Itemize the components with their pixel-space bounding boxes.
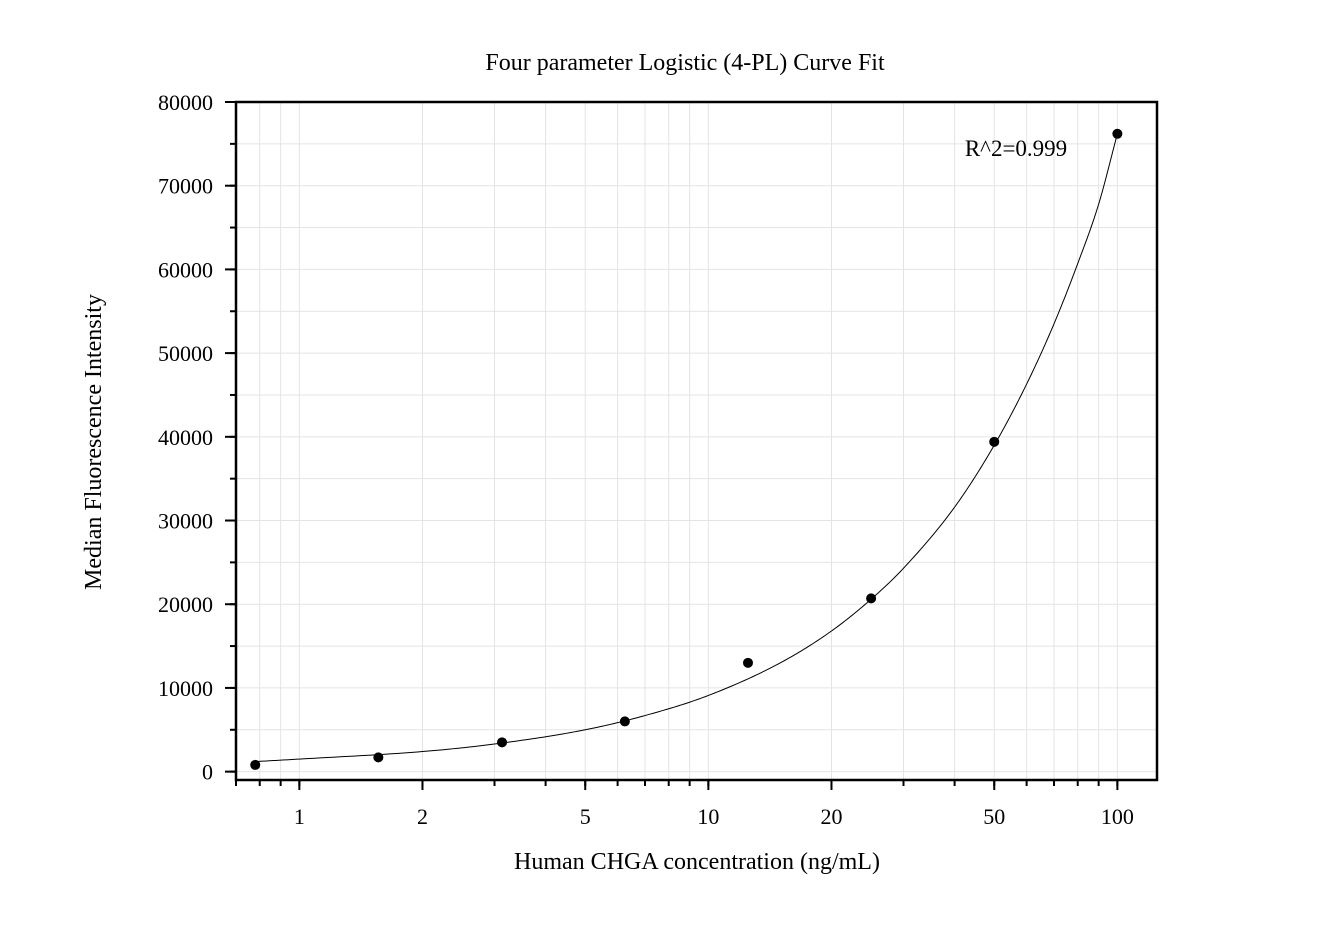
y-axis-label: Median Fluorescence Intensity bbox=[81, 294, 107, 590]
data-point bbox=[250, 759, 261, 770]
y-axis: 0 10000 20000 30000 40000 50000 60000 70000 8000… bbox=[158, 90, 236, 785]
y-tick-label: 50000 bbox=[158, 341, 213, 366]
data-point bbox=[742, 657, 753, 668]
y-tick-label: 30000 bbox=[158, 509, 213, 534]
r-squared-annotation: R^2=0.999 bbox=[965, 136, 1067, 161]
x-tick-label: 100 bbox=[1101, 804, 1134, 829]
grid bbox=[235, 101, 1157, 780]
y-tick-label: 70000 bbox=[158, 174, 213, 199]
x-tick-label: 2 bbox=[417, 804, 428, 829]
data-points-layer bbox=[250, 128, 1123, 770]
fit-curve-layer bbox=[255, 133, 1118, 763]
data-point bbox=[497, 737, 508, 748]
x-tick-label: 50 bbox=[983, 804, 1005, 829]
x-tick-label: 5 bbox=[580, 804, 591, 829]
y-tick-label: 20000 bbox=[158, 592, 213, 617]
y-tick-label: 80000 bbox=[158, 90, 213, 115]
x-axis: 1 2 5 10 20 50 100 bbox=[235, 780, 1134, 829]
x-axis-label: Human CHGA concentration (ng/mL) bbox=[514, 849, 880, 875]
data-point bbox=[373, 752, 384, 763]
data-point bbox=[989, 436, 1000, 447]
plot-frame bbox=[234, 100, 1159, 782]
y-tick-label: 10000 bbox=[158, 676, 213, 701]
x-tick-label: 20 bbox=[820, 804, 842, 829]
fit-curve bbox=[255, 133, 1118, 763]
x-tick-label: 10 bbox=[697, 804, 719, 829]
data-point bbox=[619, 716, 630, 727]
chart-title: Four parameter Logistic (4-PL) Curve Fit bbox=[485, 50, 885, 76]
x-tick-label: 1 bbox=[294, 804, 305, 829]
y-tick-label: 60000 bbox=[158, 257, 213, 282]
data-point bbox=[866, 593, 877, 604]
y-tick-label: 40000 bbox=[158, 425, 213, 450]
data-point bbox=[1112, 128, 1123, 139]
y-tick-label: 0 bbox=[202, 760, 213, 785]
